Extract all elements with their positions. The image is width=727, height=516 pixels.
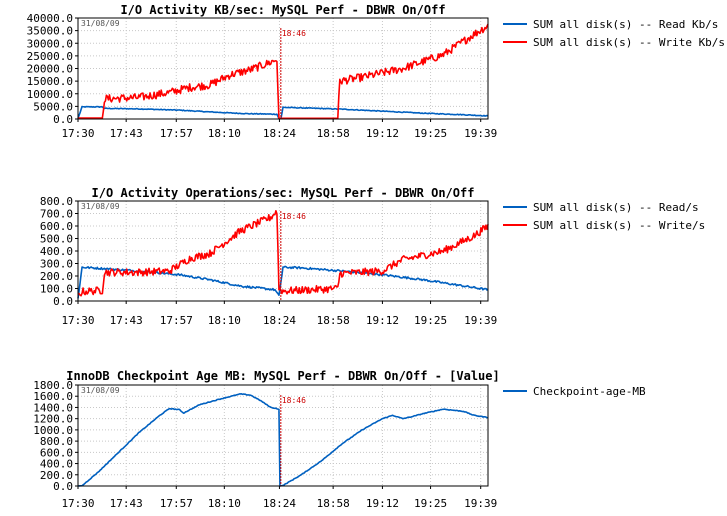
marker-label: 18:46 [282, 212, 306, 221]
y-tick-label: 0.0 [53, 113, 73, 126]
x-tick-label: 17:30 [61, 314, 94, 327]
y-tick-label: 10000.0 [27, 88, 73, 101]
y-tick-label: 30000.0 [27, 37, 73, 50]
x-tick-label: 18:58 [317, 314, 350, 327]
y-tick-label: 400.0 [40, 458, 73, 471]
y-tick-label: 5000.0 [33, 100, 73, 113]
x-tick-label: 19:25 [414, 314, 447, 327]
y-tick-label: 600.0 [40, 446, 73, 459]
x-tick-label: 17:30 [61, 497, 94, 510]
y-tick-label: 25000.0 [27, 50, 73, 63]
x-tick-label: 18:24 [263, 314, 296, 327]
x-tick-label: 19:25 [414, 497, 447, 510]
series-line-1 [77, 393, 489, 487]
x-tick-label: 17:30 [61, 127, 94, 140]
y-tick-label: 40000.0 [27, 12, 73, 25]
series-line-1 [77, 105, 489, 120]
y-tick-label: 0.0 [53, 295, 73, 308]
y-tick-label: 200.0 [40, 270, 73, 283]
x-tick-label: 17:57 [160, 127, 193, 140]
x-tick-label: 19:39 [464, 314, 497, 327]
plot-frame [77, 17, 489, 120]
legend-entry: SUM all disk(s) -- Read Kb/s [533, 18, 718, 31]
legend-entry: Checkpoint-age-MB [533, 385, 646, 398]
date-label: 31/08/09 [81, 202, 120, 211]
x-tick-label: 18:58 [317, 127, 350, 140]
marker-label: 18:46 [282, 396, 306, 405]
x-tick-label: 18:10 [208, 127, 241, 140]
chart-title: InnoDB Checkpoint Age MB: MySQL Perf - D… [66, 369, 499, 383]
y-tick-label: 1800.0 [33, 379, 73, 392]
x-tick-label: 19:39 [464, 127, 497, 140]
marker-label: 18:46 [282, 29, 306, 38]
y-tick-label: 15000.0 [27, 75, 73, 88]
x-tick-label: 19:12 [366, 314, 399, 327]
y-tick-label: 200.0 [40, 469, 73, 482]
x-tick-label: 19:12 [366, 497, 399, 510]
y-tick-label: 800.0 [40, 435, 73, 448]
x-tick-label: 17:57 [160, 497, 193, 510]
chart-title: I/O Activity KB/sec: MySQL Perf - DBWR O… [120, 3, 445, 17]
date-label: 31/08/09 [81, 386, 120, 395]
y-tick-label: 0.0 [53, 480, 73, 493]
plot-frame [77, 384, 489, 487]
chart-title: I/O Activity Operations/sec: MySQL Perf … [92, 186, 475, 200]
x-tick-label: 17:43 [110, 314, 143, 327]
y-tick-label: 1000.0 [33, 424, 73, 437]
y-tick-label: 600.0 [40, 220, 73, 233]
y-tick-label: 20000.0 [27, 63, 73, 76]
x-tick-label: 18:24 [263, 127, 296, 140]
x-tick-label: 19:39 [464, 497, 497, 510]
y-tick-label: 300.0 [40, 258, 73, 271]
series-line-2 [78, 23, 489, 120]
y-tick-label: 700.0 [40, 208, 73, 221]
y-tick-label: 100.0 [40, 283, 73, 296]
plot-frame [77, 200, 489, 302]
legend-entry: SUM all disk(s) -- Write Kb/s [533, 36, 725, 49]
x-tick-label: 17:43 [110, 497, 143, 510]
series-line-2 [77, 209, 489, 297]
chart-panel-1: I/O Activity KB/sec: MySQL Perf - DBWR O… [27, 3, 725, 140]
legend-entry: SUM all disk(s) -- Read/s [533, 201, 699, 214]
y-tick-label: 1200.0 [33, 413, 73, 426]
x-tick-label: 17:43 [110, 127, 143, 140]
x-tick-label: 18:10 [208, 497, 241, 510]
chart-panel-2: I/O Activity Operations/sec: MySQL Perf … [40, 186, 705, 327]
x-tick-label: 18:10 [208, 314, 241, 327]
x-tick-label: 19:12 [366, 127, 399, 140]
y-tick-label: 800.0 [40, 195, 73, 208]
y-tick-label: 1600.0 [33, 390, 73, 403]
y-tick-label: 1400.0 [33, 401, 73, 414]
date-label: 31/08/09 [81, 19, 120, 28]
chart-panel-3: InnoDB Checkpoint Age MB: MySQL Perf - D… [33, 369, 646, 510]
x-tick-label: 19:25 [414, 127, 447, 140]
legend-entry: SUM all disk(s) -- Write/s [533, 219, 705, 232]
y-tick-label: 400.0 [40, 245, 73, 258]
y-tick-label: 500.0 [40, 233, 73, 246]
x-tick-label: 18:58 [317, 497, 350, 510]
x-tick-label: 17:57 [160, 314, 193, 327]
y-tick-label: 35000.0 [27, 25, 73, 38]
x-tick-label: 18:24 [263, 497, 296, 510]
